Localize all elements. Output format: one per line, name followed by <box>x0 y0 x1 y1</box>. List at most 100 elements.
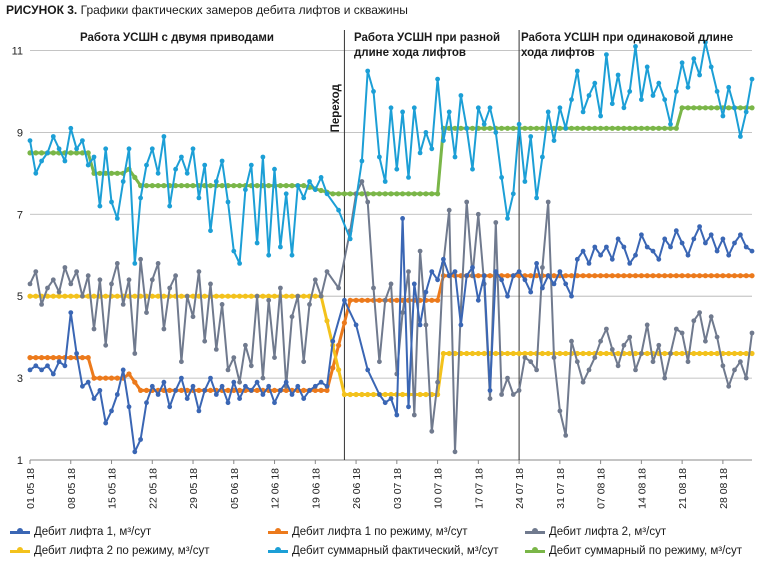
data-point <box>475 350 481 357</box>
data-point <box>85 355 91 361</box>
data-point <box>376 191 382 197</box>
data-point <box>423 191 429 197</box>
data-point <box>138 256 144 262</box>
legend-item-lift1-regime: Дебит лифта 1 по режиму, м³/сут <box>268 526 468 538</box>
data-point <box>732 367 737 373</box>
data-point <box>726 273 732 279</box>
series-line <box>30 106 752 196</box>
data-point <box>726 84 732 90</box>
data-point <box>528 125 534 131</box>
series-0 <box>27 216 755 455</box>
data-point <box>726 105 732 111</box>
data-point <box>644 322 650 328</box>
data-point <box>609 101 615 107</box>
data-point <box>219 293 225 299</box>
data-point <box>126 371 132 377</box>
data-point <box>749 273 755 279</box>
data-point <box>144 400 149 406</box>
data-point <box>33 170 39 176</box>
data-point <box>173 183 179 189</box>
series-4 <box>27 39 755 266</box>
data-point <box>56 359 62 365</box>
data-point <box>702 350 709 357</box>
data-point <box>109 408 114 414</box>
data-point <box>312 187 318 193</box>
data-point <box>481 121 487 127</box>
x-tick-label: 19 06 18 <box>310 468 322 509</box>
data-point <box>592 80 598 86</box>
data-point <box>365 367 371 373</box>
data-point <box>103 293 109 299</box>
data-point <box>557 350 563 357</box>
data-point <box>749 105 755 111</box>
x-tick-label: 08 05 18 <box>66 468 78 509</box>
data-point <box>219 183 225 189</box>
data-point <box>510 392 516 397</box>
data-point <box>604 326 609 332</box>
data-point <box>668 121 673 127</box>
data-point <box>336 342 342 348</box>
data-point <box>656 256 662 262</box>
data-point <box>336 207 341 213</box>
data-point <box>598 252 603 258</box>
data-point <box>155 293 161 299</box>
data-point <box>27 138 33 144</box>
data-point <box>207 183 214 189</box>
data-point <box>196 195 202 201</box>
data-point <box>441 256 446 262</box>
data-point <box>551 138 557 144</box>
data-point <box>114 392 120 397</box>
series-5 <box>27 105 755 197</box>
data-point <box>161 379 167 385</box>
data-point <box>441 138 446 144</box>
data-point <box>464 125 470 131</box>
data-point <box>359 158 365 164</box>
data-point <box>85 273 91 279</box>
data-point <box>714 334 720 340</box>
data-point <box>91 396 97 401</box>
data-point <box>68 150 74 156</box>
data-point <box>528 289 534 295</box>
data-point <box>341 320 347 326</box>
y-tick-label: 7 <box>17 209 23 221</box>
data-point <box>563 281 569 287</box>
data-point <box>417 322 423 328</box>
data-point <box>74 351 79 356</box>
data-point <box>219 158 225 164</box>
data-point <box>691 273 697 279</box>
data-point <box>225 387 231 393</box>
data-point <box>108 375 115 381</box>
data-point <box>266 293 272 299</box>
data-point <box>44 355 51 361</box>
data-point <box>184 396 190 401</box>
data-point <box>353 322 359 328</box>
x-tick-label: 12 06 18 <box>270 468 282 509</box>
data-point <box>429 269 435 274</box>
data-point <box>377 154 382 160</box>
data-point <box>179 359 184 365</box>
data-point <box>679 350 685 357</box>
data-point <box>656 80 662 86</box>
data-point <box>400 310 405 315</box>
data-point <box>534 125 540 131</box>
data-point <box>79 150 85 156</box>
data-point <box>62 293 68 299</box>
data-point <box>452 125 458 131</box>
data-point <box>39 367 44 373</box>
data-point <box>190 383 196 389</box>
data-point <box>673 326 679 332</box>
data-point <box>324 383 330 389</box>
data-point <box>522 125 528 131</box>
data-point <box>359 179 365 184</box>
data-point <box>452 449 458 455</box>
data-point <box>266 383 272 389</box>
data-point <box>213 179 219 184</box>
data-point <box>691 105 697 111</box>
data-point <box>161 293 167 299</box>
data-point <box>702 105 709 111</box>
data-point <box>720 236 726 242</box>
data-point <box>586 261 592 266</box>
data-point <box>91 375 97 381</box>
data-point <box>365 68 371 74</box>
data-point <box>45 150 50 156</box>
